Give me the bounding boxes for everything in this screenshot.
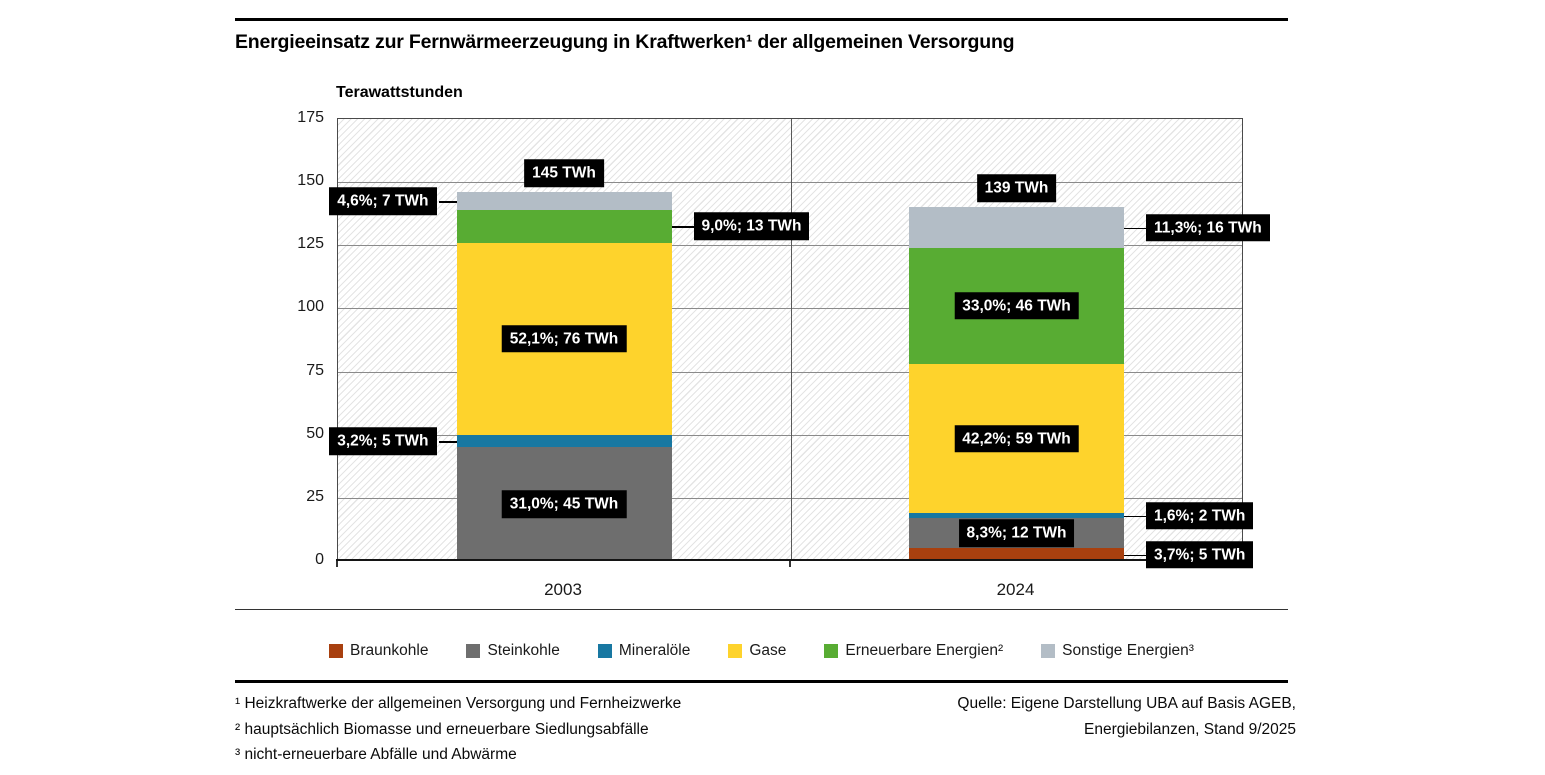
legend-label: Gase	[749, 642, 787, 659]
segment-label: 42,2%; 59 TWh	[954, 424, 1079, 453]
segment-label: 1,6%; 2 TWh	[1146, 501, 1254, 530]
segment-label: 52,1%; 76 TWh	[501, 324, 627, 353]
bar-segment-mineral-le	[909, 513, 1124, 519]
legend-item-steinkohle: Steinkohle	[466, 642, 560, 660]
legend: Braunkohle Steinkohle Mineralöle Gase Erneue…	[235, 638, 1288, 664]
bar-segment-mineral-le	[456, 434, 672, 448]
y-axis-unit-label: Terawattstunden	[336, 84, 463, 101]
segment-label: 33,0%; 46 TWh	[954, 292, 1079, 320]
legend-item-braunkohle: Braunkohle	[329, 642, 428, 660]
total-label: 139 TWh	[976, 174, 1057, 203]
segment-label: 9,0%; 13 TWh	[693, 212, 810, 241]
y-tick-label: 125	[297, 235, 324, 253]
x-axis-tick	[336, 561, 338, 567]
legend-label: Erneuerbare Energien²	[845, 642, 1004, 659]
plot-area: 31,0%; 45 TWh 3,2%; 5 TWh 52,1%; 76 TWh 9,0…	[329, 118, 1270, 569]
legend-label: Steinkohle	[487, 642, 560, 659]
legend-item-gase: Gase	[728, 642, 786, 660]
connector-line	[1124, 515, 1146, 518]
footnote-3: ³ nicht-erneuerbare Abfälle und Abwärme	[235, 746, 517, 763]
legend-item-sonstige-energien: Sonstige Energien³	[1041, 642, 1194, 660]
legend-swatch	[1041, 644, 1056, 658]
y-tick-label: 175	[297, 109, 324, 126]
category-divider-line	[791, 119, 792, 559]
bottom-rule	[235, 680, 1288, 683]
x-axis-tick	[789, 561, 791, 567]
x-axis-line	[336, 558, 1244, 561]
connector-line	[438, 441, 457, 443]
connector-line	[1124, 554, 1146, 557]
gridline	[338, 497, 1242, 499]
legend-swatch	[728, 644, 743, 658]
source-line-2: Energiebilanzen, Stand 9/2025	[1084, 720, 1296, 738]
legend-item-erneuerbare-energien: Erneuerbare Energien²	[824, 642, 1003, 660]
category-label: 2003	[544, 580, 582, 599]
segment-label: 31,0%; 45 TWh	[501, 490, 627, 518]
legend-swatch	[824, 644, 839, 658]
total-label: 145 TWh	[524, 159, 604, 188]
gridline	[338, 245, 1242, 247]
segment-label: 8,3%; 12 TWh	[958, 519, 1075, 547]
source-attribution: Quelle: Eigene Darstellung UBA auf Basis…	[957, 691, 1296, 742]
y-tick-label: 100	[297, 298, 324, 316]
bar-segment-erneuerbare-energien	[456, 209, 672, 243]
bar-segment-braunkohle	[909, 548, 1124, 561]
legend-divider	[235, 609, 1288, 611]
segment-label: 3,7%; 5 TWh	[1146, 540, 1254, 569]
y-tick-label: 50	[306, 424, 324, 442]
segment-label: 4,6%; 7 TWh	[329, 187, 437, 215]
chart-title: Energieeinsatz zur Fernwärmeerzeugung in…	[235, 31, 1015, 53]
segment-label: 3,2%; 5 TWh	[329, 427, 437, 455]
y-tick-label: 150	[297, 172, 324, 190]
gridline	[338, 308, 1242, 310]
y-tick-label: 0	[315, 551, 324, 568]
gridline	[338, 182, 1242, 184]
legend-label: Sonstige Energien³	[1062, 642, 1194, 659]
footnote-2: ² hauptsächlich Biomasse und erneuerbare…	[235, 720, 649, 738]
connector-line	[671, 226, 694, 228]
legend-swatch	[466, 644, 481, 658]
source-line-1: Quelle: Eigene Darstellung UBA auf Basis…	[957, 695, 1296, 712]
footnotes: ¹ Heizkraftwerke der allgemeinen Versorg…	[235, 691, 681, 768]
footnote-1: ¹ Heizkraftwerke der allgemeinen Versorg…	[235, 695, 682, 712]
gridline	[338, 434, 1242, 436]
category-label: 2024	[996, 580, 1035, 599]
connector-line	[1124, 227, 1146, 230]
top-rule	[235, 18, 1288, 21]
bar-segment-sonstige-energien	[909, 207, 1124, 248]
legend-swatch	[329, 644, 344, 658]
gridline	[338, 371, 1242, 373]
legend-label: Braunkohle	[350, 642, 429, 659]
legend-swatch	[597, 644, 612, 658]
bar-segment-sonstige-energien	[456, 192, 672, 210]
legend-item-mineral-le: Mineralöle	[597, 642, 691, 660]
segment-label: 11,3%; 16 TWh	[1146, 213, 1270, 242]
y-tick-label: 25	[306, 487, 324, 505]
y-tick-label: 75	[306, 361, 324, 379]
legend-label: Mineralöle	[618, 642, 691, 659]
connector-line	[438, 201, 457, 203]
